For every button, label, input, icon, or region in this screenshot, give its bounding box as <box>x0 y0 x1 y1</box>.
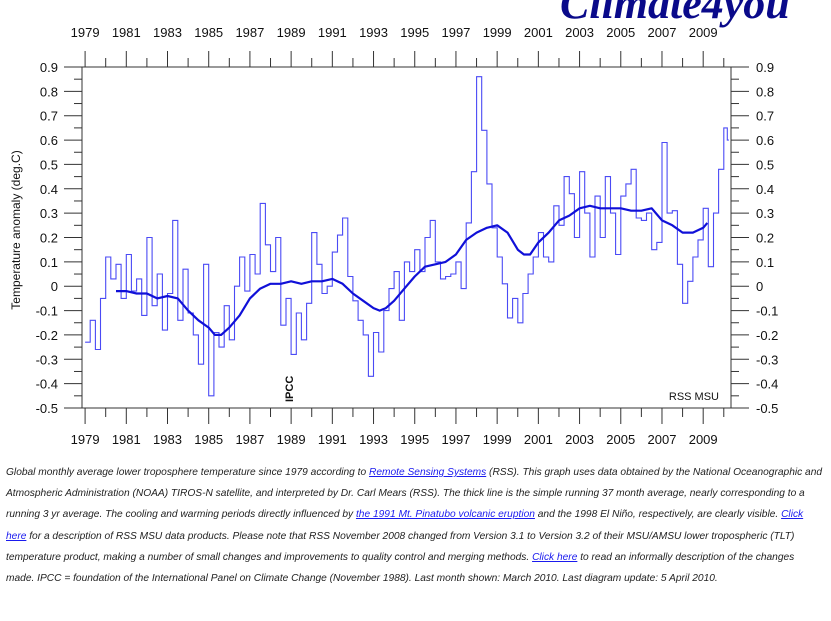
y-tick-label: 0.1 <box>756 255 774 270</box>
y-tick-label: 0.9 <box>40 60 58 75</box>
x-tick-label: 1985 <box>194 25 223 40</box>
x-tick-label: 1981 <box>112 25 141 40</box>
x-tick-label: 2007 <box>648 25 677 40</box>
click-here-msu-products-link[interactable]: Click here <box>6 509 804 542</box>
ipcc-annotation: IPCC <box>284 376 296 402</box>
x-tick-label: 2001 <box>524 432 553 447</box>
y-axis-left: 0.9 0.8 0.7 0.6 0.5 0.4 0.3 0.2 0.1 0 -0.1 -0.2 -0.3… <box>36 60 82 416</box>
y-tick-label: 0.6 <box>756 133 774 148</box>
y-tick-label: 0.4 <box>756 182 774 197</box>
y-tick-label: -0.1 <box>756 304 778 319</box>
rss-msu-annotation: RSS MSU <box>669 391 719 403</box>
y-axis-right: 0.9 0.8 0.7 0.6 0.5 0.4 0.3 0.2 0.1 0 -0.1 -0.2 -0.3… <box>731 60 778 416</box>
x-tick-label: 1997 <box>441 25 470 40</box>
x-tick-label: 1989 <box>277 432 306 447</box>
x-tick-label: 2003 <box>565 432 594 447</box>
y-tick-label: 0.7 <box>40 109 58 124</box>
chart-caption: Global monthly average lower troposphere… <box>6 462 824 589</box>
x-axis-bottom: 1979 1981 1983 1985 1987 1989 1991 1993 1995 1997… <box>71 408 725 447</box>
x-tick-label: 2001 <box>524 25 553 40</box>
x-tick-label: 1991 <box>318 432 347 447</box>
caption-text-5: to read an informally description of the… <box>6 551 795 585</box>
y-tick-label: -0.2 <box>36 328 58 343</box>
x-tick-label: 1979 <box>71 25 100 40</box>
x-tick-label: 1983 <box>153 25 182 40</box>
y-tick-label: 0.8 <box>756 84 774 99</box>
y-tick-label: -0.5 <box>36 401 58 416</box>
y-tick-label: -0.3 <box>756 352 778 367</box>
pinatubo-eruption-link[interactable]: the 1991 Mt. Pinatubo volcanic eruption <box>355 509 535 521</box>
x-tick-label: 1987 <box>235 432 264 447</box>
y-tick-label: 0.8 <box>40 84 58 99</box>
y-tick-label: 0 <box>756 279 763 294</box>
y-tick-label: 0.2 <box>756 231 774 246</box>
x-tick-label: 2005 <box>606 432 635 447</box>
x-tick-label: 1983 <box>153 432 182 447</box>
x-tick-label: 1995 <box>400 432 429 447</box>
monthly-anomaly-line <box>85 76 729 397</box>
y-tick-label: -0.3 <box>36 352 58 367</box>
y-tick-label: 0.7 <box>756 109 774 124</box>
click-here-changes-link[interactable]: Click here <box>532 551 578 563</box>
y-tick-label: 0.3 <box>756 206 774 221</box>
x-tick-label: 1999 <box>483 432 512 447</box>
x-tick-label: 1993 <box>359 25 388 40</box>
y-tick-label: 0.9 <box>756 60 774 75</box>
x-tick-label: 1985 <box>194 432 223 447</box>
site-banner-title: Climate4you <box>560 0 790 28</box>
y-tick-label: 0.5 <box>756 157 774 172</box>
y-tick-label: 0.5 <box>40 157 58 172</box>
caption-text-1: Global monthly average lower troposphere… <box>6 467 369 478</box>
x-tick-label: 1997 <box>441 432 470 447</box>
plot-frame <box>64 66 749 409</box>
running-average-line <box>116 204 709 336</box>
x-tick-label: 1989 <box>277 25 306 40</box>
caption-text-2: (RSS). This graph uses data obtained by … <box>6 467 823 521</box>
x-tick-label: 1991 <box>318 25 347 40</box>
y-tick-label: 0.1 <box>40 255 58 270</box>
annotations: IPCC RSS MSU <box>284 376 719 403</box>
x-tick-label: 2009 <box>689 25 718 40</box>
x-tick-label: 1995 <box>400 25 429 40</box>
y-tick-label: -0.4 <box>756 377 778 392</box>
y-tick-label: -0.4 <box>36 377 58 392</box>
y-axis-label: Temperature anomaly (deg.C) <box>9 150 23 309</box>
x-tick-label: 2003 <box>565 25 594 40</box>
y-tick-label: 0.4 <box>40 182 58 197</box>
y-tick-label: -0.5 <box>756 401 778 416</box>
x-tick-label: 1979 <box>71 432 100 447</box>
series-layer <box>85 76 729 397</box>
plot-border <box>81 66 732 409</box>
x-tick-label: 2005 <box>606 25 635 40</box>
y-tick-label: -0.1 <box>36 304 58 319</box>
y-tick-label: 0 <box>51 279 58 294</box>
temperature-chart: 1979 1981 1983 1985 1987 1989 1991 1993 1995 1997… <box>9 25 778 447</box>
x-tick-label: 1993 <box>359 432 388 447</box>
caption-text-3: and the 1998 El Niño, respectively, are … <box>534 509 782 521</box>
y-tick-label: 0.6 <box>40 133 58 148</box>
x-tick-label: 1981 <box>112 432 141 447</box>
x-tick-label: 2009 <box>689 432 718 447</box>
y-tick-label: 0.3 <box>40 206 58 221</box>
x-tick-label: 1987 <box>235 25 264 40</box>
caption-text-4: for a description of RSS MSU data produc… <box>6 530 795 563</box>
remote-sensing-systems-link[interactable]: Remote Sensing Systems <box>369 467 487 478</box>
y-tick-label: 0.2 <box>40 231 58 246</box>
y-tick-label: -0.2 <box>756 328 778 343</box>
x-axis-top: 1979 1981 1983 1985 1987 1989 1991 1993 1995 1997… <box>71 25 725 67</box>
x-tick-label: 1999 <box>483 25 512 40</box>
x-tick-label: 2007 <box>648 432 677 447</box>
